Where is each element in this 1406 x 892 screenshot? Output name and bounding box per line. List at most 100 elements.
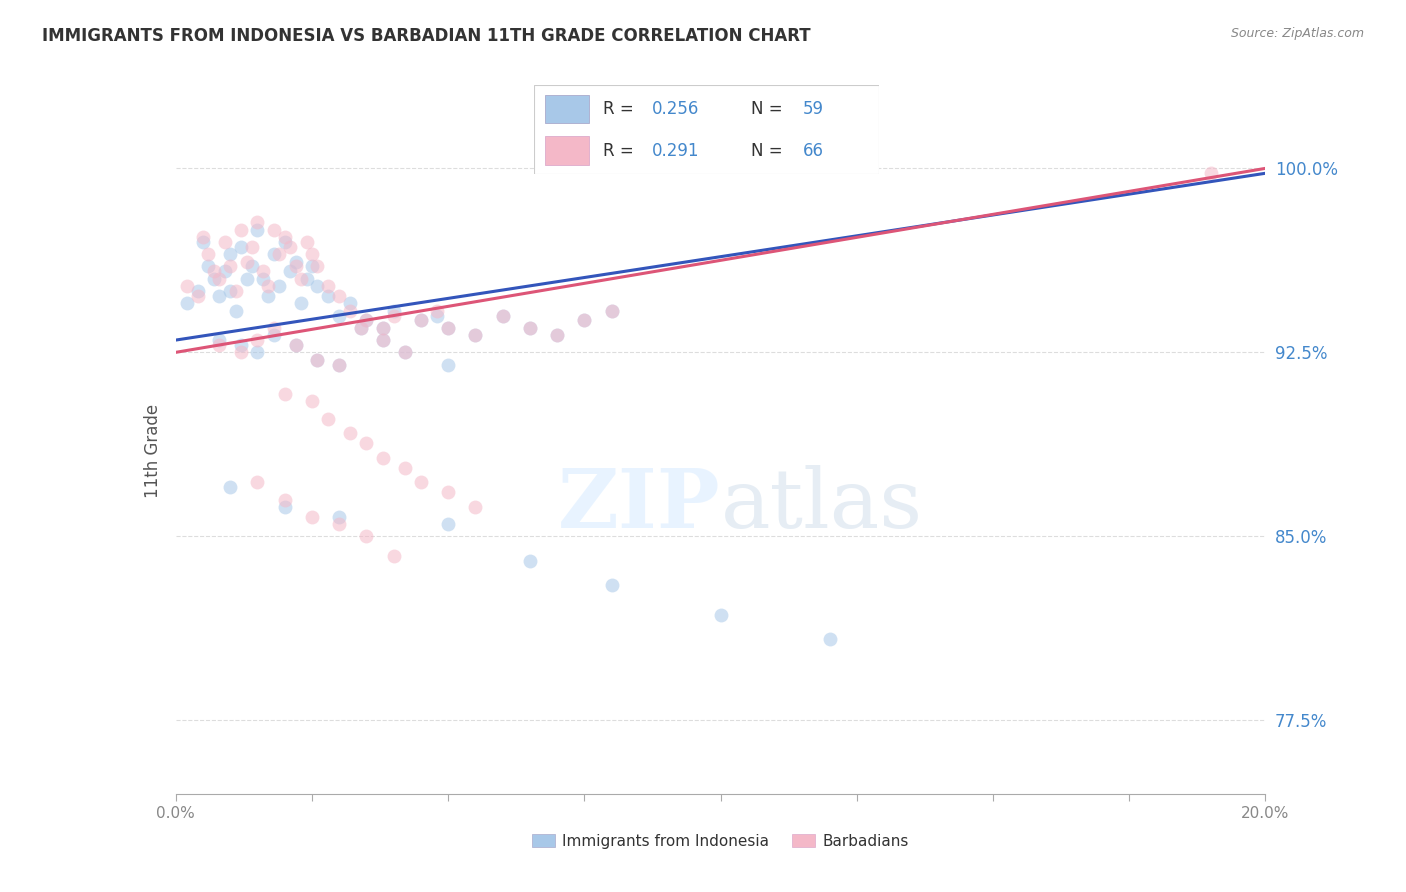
Point: [208, 333, 231, 347]
Point: [356, 313, 378, 327]
Point: [252, 271, 274, 285]
Point: [295, 271, 318, 285]
Point: [269, 247, 291, 261]
FancyBboxPatch shape: [544, 136, 589, 165]
Point: [246, 215, 269, 229]
Point: [295, 235, 318, 249]
Point: [257, 289, 280, 303]
Point: [328, 517, 350, 532]
Point: [328, 358, 350, 372]
Point: [176, 279, 198, 293]
Point: [318, 411, 340, 425]
Point: [464, 328, 486, 343]
Point: [246, 475, 269, 490]
Point: [235, 271, 257, 285]
Point: [274, 492, 297, 507]
Point: [437, 517, 460, 532]
Point: [284, 338, 307, 352]
Point: [574, 313, 596, 327]
Point: [290, 271, 312, 285]
Point: [274, 387, 297, 401]
Point: [318, 289, 340, 303]
Point: [519, 320, 541, 334]
Point: [492, 309, 515, 323]
Point: [301, 509, 323, 524]
Point: [710, 607, 733, 622]
Point: [464, 500, 486, 514]
Point: [371, 450, 394, 465]
Point: [284, 338, 307, 352]
Text: 59: 59: [803, 100, 824, 118]
Point: [263, 320, 285, 334]
Point: [437, 320, 460, 334]
Point: [371, 320, 394, 334]
Point: [409, 313, 432, 327]
Point: [225, 303, 247, 318]
Point: [409, 475, 432, 490]
Point: [356, 313, 378, 327]
Point: [191, 235, 214, 249]
Point: [600, 303, 623, 318]
Point: [278, 240, 301, 254]
Point: [231, 345, 253, 359]
Point: [356, 436, 378, 450]
Point: [546, 328, 568, 343]
Point: [328, 309, 350, 323]
Point: [274, 235, 297, 249]
Point: [263, 247, 285, 261]
Point: [246, 345, 269, 359]
Point: [328, 509, 350, 524]
Text: Source: ZipAtlas.com: Source: ZipAtlas.com: [1230, 27, 1364, 40]
Point: [208, 289, 231, 303]
Point: [219, 480, 242, 494]
Point: [437, 485, 460, 500]
Point: [284, 260, 307, 274]
FancyBboxPatch shape: [534, 85, 879, 174]
Point: [176, 296, 198, 310]
Point: [394, 345, 416, 359]
Point: [301, 247, 323, 261]
Text: R =: R =: [603, 100, 640, 118]
Point: [231, 240, 253, 254]
Point: [301, 394, 323, 409]
Point: [225, 284, 247, 298]
Point: [437, 320, 460, 334]
Point: [546, 328, 568, 343]
FancyBboxPatch shape: [544, 95, 589, 123]
Y-axis label: 11th Grade: 11th Grade: [143, 403, 162, 498]
Point: [371, 320, 394, 334]
Point: [519, 320, 541, 334]
Point: [426, 303, 449, 318]
Text: 66: 66: [803, 142, 824, 160]
Point: [214, 235, 236, 249]
Point: [219, 247, 242, 261]
Point: [186, 289, 209, 303]
Point: [269, 279, 291, 293]
Point: [328, 289, 350, 303]
Point: [263, 328, 285, 343]
Point: [231, 223, 253, 237]
Point: [382, 309, 405, 323]
Point: [426, 309, 449, 323]
Point: [394, 345, 416, 359]
Point: [356, 529, 378, 543]
Point: [1199, 166, 1222, 180]
Point: [240, 260, 263, 274]
Point: [350, 320, 373, 334]
Point: [307, 352, 329, 367]
Point: [307, 352, 329, 367]
Text: IMMIGRANTS FROM INDONESIA VS BARBADIAN 11TH GRADE CORRELATION CHART: IMMIGRANTS FROM INDONESIA VS BARBADIAN 1…: [42, 27, 811, 45]
Point: [290, 296, 312, 310]
Point: [318, 279, 340, 293]
Point: [252, 264, 274, 278]
Point: [301, 260, 323, 274]
Point: [240, 240, 263, 254]
Point: [284, 254, 307, 268]
Point: [191, 230, 214, 244]
Point: [409, 313, 432, 327]
Legend: Immigrants from Indonesia, Barbadians: Immigrants from Indonesia, Barbadians: [526, 828, 915, 855]
Point: [257, 279, 280, 293]
Text: 0.256: 0.256: [651, 100, 699, 118]
Point: [382, 303, 405, 318]
Point: [274, 500, 297, 514]
